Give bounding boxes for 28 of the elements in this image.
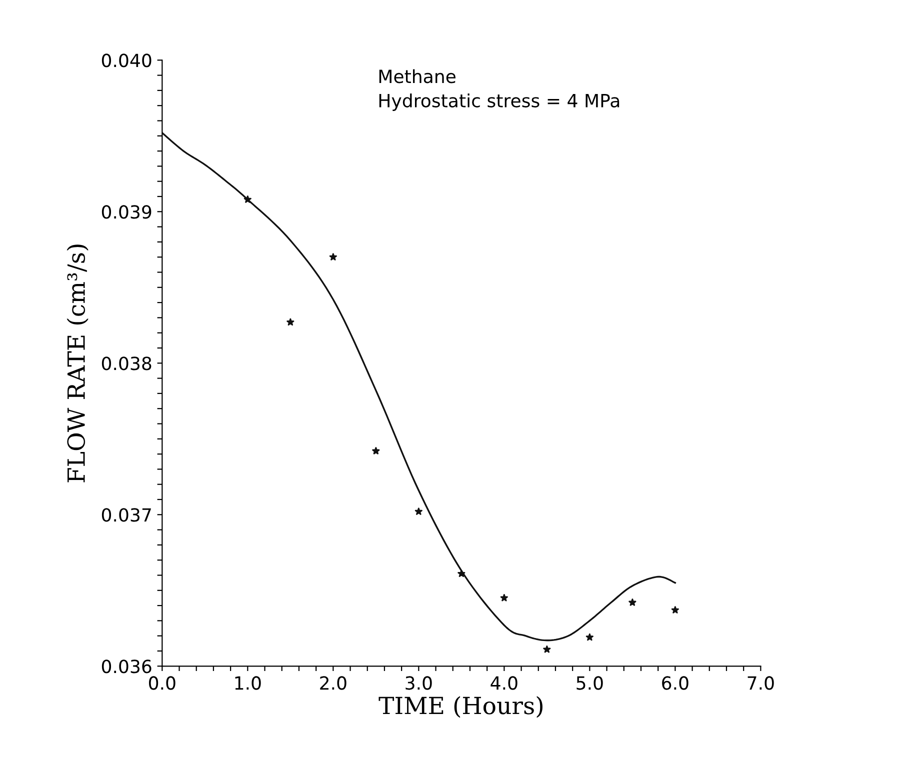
point: [628, 598, 636, 606]
y-tick-label: 0.038: [102, 356, 152, 370]
y-axis-title: FLOW RATE (cm³/s): [66, 244, 88, 482]
x-tick-label: 5.0: [576, 676, 603, 690]
x-tick-label: 3.0: [406, 676, 432, 690]
point: [329, 253, 337, 260]
x-tick-label: 4.0: [490, 676, 518, 690]
point: [586, 633, 594, 641]
annotation: Methane: [379, 69, 456, 84]
x-tick-label: 2.0: [320, 676, 346, 690]
point: [414, 508, 422, 515]
y-tick-label: 0.039: [102, 205, 152, 219]
point: [372, 447, 380, 454]
x-tick-label: 7.0: [748, 676, 774, 690]
point: [500, 594, 508, 602]
point: [671, 606, 679, 614]
x-axis-title: TIME (Hours): [378, 696, 542, 718]
x-tick-label: 6.0: [662, 676, 688, 690]
y-tick-label: 0.036: [102, 660, 152, 674]
x-tick-label: 0.0: [148, 676, 176, 690]
annotation: Hydrostatic stress = 4 MPa: [379, 93, 620, 111]
point: [286, 318, 294, 326]
x-tick-label: 1.0: [235, 676, 261, 690]
point: [458, 570, 466, 578]
y-tick-label: 0.037: [102, 508, 151, 522]
y-tick-label: 0.040: [102, 54, 152, 68]
point: [543, 646, 551, 653]
point: [244, 196, 252, 203]
